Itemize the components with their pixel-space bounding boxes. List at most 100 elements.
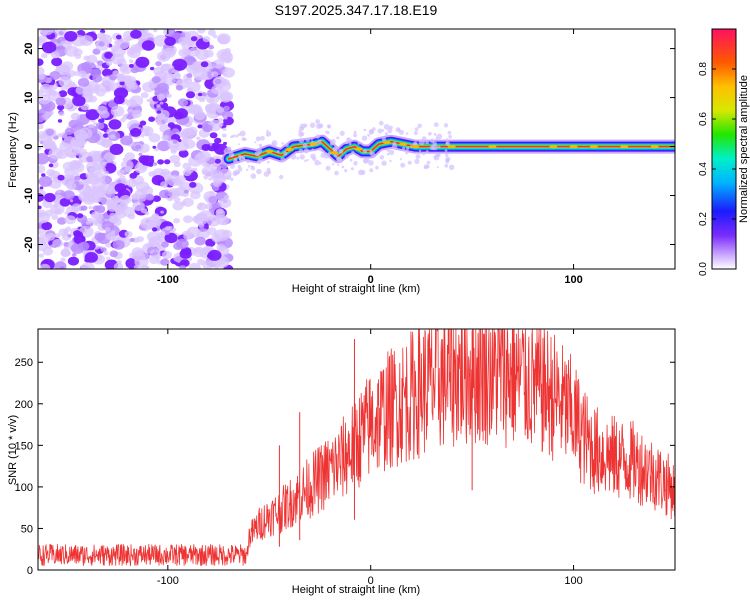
ridge-speckle (428, 131, 432, 136)
noise-speckle (148, 133, 161, 143)
noise-speckle (85, 221, 91, 225)
ridge-speckle (395, 127, 401, 133)
noise-speckle (77, 77, 90, 88)
noise-speckle (129, 237, 135, 243)
noise-speckle (57, 104, 65, 111)
noise-speckle (113, 87, 129, 99)
ridge-speckle (315, 119, 320, 124)
ridge-speckle (237, 164, 241, 169)
ridge-speckles (226, 119, 455, 181)
x-tick-label: 100 (564, 274, 582, 286)
noise-speckle (86, 54, 98, 64)
ridge-speckle (381, 137, 386, 142)
noise-speckle (38, 66, 45, 76)
ridge-hotspot (330, 151, 339, 155)
ridge-speckle (448, 134, 452, 139)
ridge-speckle (332, 146, 339, 152)
ridge-speckle (298, 137, 305, 144)
ridge-hotspot (265, 149, 274, 153)
noise-speckle (202, 36, 211, 43)
ridge-speckle (316, 123, 322, 129)
ridge-speckle (353, 161, 358, 166)
y-tick-label: 100 (15, 482, 33, 494)
noise-speckle (101, 220, 115, 231)
noise-speckle (138, 152, 143, 156)
noise-speckle (205, 194, 218, 205)
ridge-speckle (426, 160, 431, 165)
noise-speckle (41, 173, 46, 177)
noise-speckle (38, 153, 49, 165)
noise-speckle (126, 99, 137, 108)
noise-speckle (214, 137, 222, 144)
ridge-speckle (387, 128, 393, 134)
noise-speckle (57, 119, 63, 123)
ridge-speckle (429, 138, 435, 143)
ridge-speckle (259, 144, 263, 147)
noise-speckle (223, 141, 227, 146)
ridge-speckle (302, 143, 308, 148)
noise-speckle (107, 187, 114, 193)
ridge-speckle (232, 134, 236, 138)
ridge-speckle (279, 174, 284, 180)
colorbar-tick-label: 0.8 (698, 62, 709, 76)
noise-speckle (208, 98, 215, 103)
noise-speckle (41, 41, 57, 54)
ridge-speckle (242, 137, 246, 140)
ridge-speckle (368, 160, 374, 166)
ridge-speckle (381, 160, 387, 166)
noise-speckle (41, 138, 56, 150)
ridge-hotspot (549, 145, 558, 149)
noise-speckle (160, 63, 171, 72)
noise-speckle (75, 85, 87, 95)
ridge-speckle (304, 159, 307, 163)
noise-speckle (156, 231, 165, 239)
noise-speckle (58, 76, 72, 87)
ridge-speckle (311, 148, 315, 151)
noise-speckle (103, 251, 109, 256)
noise-speckle (77, 159, 83, 164)
noise-speckle (116, 74, 127, 82)
noise-speckle (149, 249, 161, 258)
noise-speckle (43, 260, 49, 264)
colorbar-tick-label: 0.0 (698, 262, 709, 276)
noise-speckle (52, 238, 64, 248)
noise-speckle (38, 35, 48, 43)
noise-speckle (208, 177, 213, 181)
snr-ticks: -100 0 100 0 50 100 150 200 250 (15, 329, 675, 587)
ridge-speckle (375, 165, 379, 170)
noise-speckle (70, 153, 76, 159)
noise-speckle (173, 218, 181, 224)
ridge-speckle (432, 141, 437, 146)
ridge-speckle (250, 173, 257, 179)
noise-speckle (211, 85, 223, 95)
ridge-speckle (434, 155, 438, 159)
noise-speckle (38, 131, 48, 139)
noise-speckle (95, 122, 105, 130)
spectrogram-xlabel: Height of straight line (km) (292, 283, 420, 295)
noise-speckle (40, 83, 52, 94)
noise-speckle (197, 92, 203, 97)
ridge-speckle (320, 150, 324, 153)
spectrogram-ylabel: Frequency (Hz) (7, 112, 19, 188)
noise-speckle (85, 109, 100, 121)
noise-speckle (184, 77, 193, 85)
noise-speckle (92, 48, 101, 55)
colorbar-ticks: 0.0 0.2 0.4 0.6 0.8 (698, 62, 736, 276)
noise-speckle (189, 181, 197, 188)
noise-speckle (106, 257, 111, 261)
noise-speckle (164, 36, 176, 47)
ridge-speckle (349, 159, 353, 162)
noise-speckle (131, 109, 142, 119)
noise-speckle (110, 105, 125, 117)
noise-speckle (140, 92, 149, 99)
noise-speckle (152, 162, 158, 166)
noise-speckle (217, 34, 230, 45)
ridge-speckle (306, 158, 309, 162)
noise-speckle (67, 256, 79, 266)
ridge-speckle (344, 169, 348, 173)
noise-speckle (70, 112, 81, 121)
noise-speckle (215, 209, 226, 218)
noise-speckle (156, 93, 166, 101)
ridge-speckle (246, 159, 250, 164)
noise-speckle (172, 201, 184, 211)
